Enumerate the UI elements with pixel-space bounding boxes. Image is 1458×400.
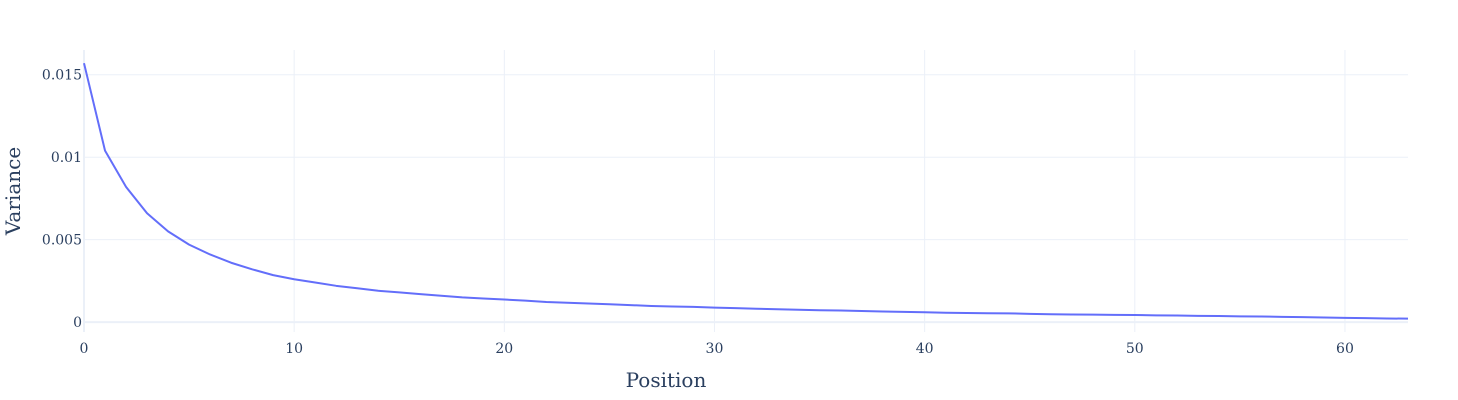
y-tick-label: 0.01 xyxy=(51,150,82,166)
x-tick-label: 60 xyxy=(1336,341,1354,357)
x-tick-label: 0 xyxy=(80,341,89,357)
x-tick-label: 10 xyxy=(285,341,303,357)
x-tick-label: 30 xyxy=(706,341,724,357)
y-axis-title: Variance xyxy=(1,147,25,236)
tick-label-layer: 0 10 20 30 40 50 60 0 0.005 0.01 0.015 xyxy=(42,68,1354,357)
series-layer xyxy=(83,62,1409,320)
y-tick-label: 0 xyxy=(73,315,82,331)
grid-layer xyxy=(84,50,1408,332)
y-tick-label: 0.005 xyxy=(42,233,82,249)
y-tick-label: 0.015 xyxy=(42,68,82,84)
x-tick-label: 50 xyxy=(1126,341,1144,357)
x-tick-label: 40 xyxy=(916,341,934,357)
x-tick-label: 20 xyxy=(495,341,513,357)
series-line xyxy=(83,62,1409,320)
x-axis-title: Position xyxy=(626,368,707,392)
